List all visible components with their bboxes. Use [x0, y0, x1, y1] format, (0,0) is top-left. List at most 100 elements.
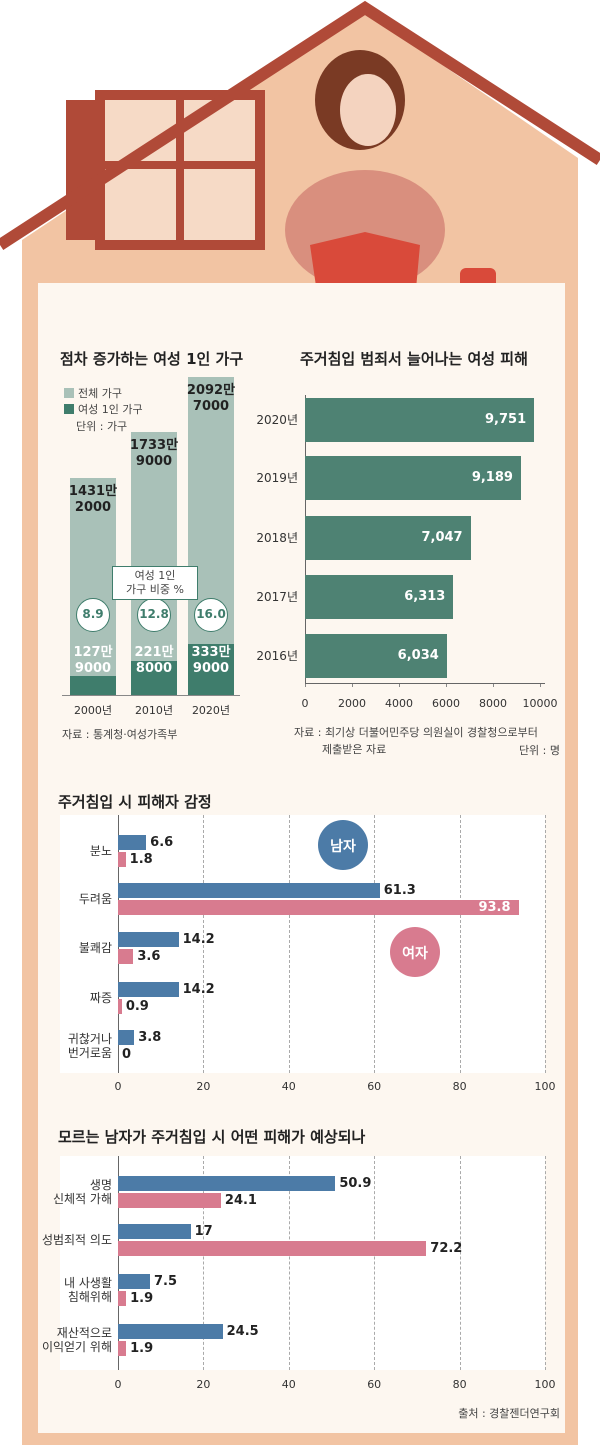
x-tick-label: 4000 [385, 697, 413, 710]
share-label: 8.9 [82, 607, 104, 621]
value-label: 6,313 [404, 589, 446, 604]
roof [0, 0, 600, 251]
y-tick-label: 짜증 [89, 991, 112, 1005]
share-bubble [194, 598, 228, 632]
y-tick-label: 2016년 [256, 649, 298, 663]
tick-mark [540, 683, 541, 687]
value-label: 0.9 [125, 999, 149, 1014]
value-label: 50.9 [339, 1176, 372, 1191]
bar [305, 575, 454, 619]
y-tick-label: 귀찮거나 번거로움 [67, 1032, 112, 1060]
unit-note: 단위 : 가구 [76, 420, 128, 433]
x-tick-label: 60 [367, 1080, 382, 1093]
x-tick-label: 40 [281, 1378, 296, 1391]
share-label: 12.8 [139, 607, 169, 621]
total-label: 1431만 2000 [68, 483, 118, 515]
value-label: 3.6 [137, 949, 161, 964]
bar [118, 1341, 127, 1356]
x-tick-label: 20 [196, 1378, 211, 1391]
legend-bubble [318, 820, 368, 870]
bar [118, 1274, 151, 1289]
bar [305, 634, 447, 678]
grid-line [545, 815, 546, 1073]
y-tick-label: 2017년 [256, 590, 298, 604]
y-tick-label: 내 사생활 침해위해 [64, 1276, 112, 1304]
legend-swatch [64, 404, 74, 414]
bar [118, 949, 134, 964]
x-tick-label: 20 [196, 1080, 211, 1093]
bar [118, 999, 122, 1014]
tick-mark [446, 683, 447, 687]
tick-mark [352, 683, 353, 687]
face [340, 74, 396, 146]
x-tick-label: 0 [114, 1080, 122, 1093]
source: 출처 : 경찰젠더연구회 [458, 1407, 560, 1420]
value-label: 9,751 [485, 412, 527, 427]
value-label: 93.8 [478, 900, 511, 915]
chart-title: 점차 증가하는 여성 1인 가구 [60, 350, 244, 368]
unit-note: 단위 : 명 [518, 744, 560, 757]
grid-line [374, 1156, 376, 1370]
bar [305, 516, 471, 560]
bar [118, 932, 179, 947]
x-tick-label: 2010년 [134, 704, 174, 717]
total-bar [188, 377, 234, 695]
bar [118, 1176, 336, 1191]
x-tick-label: 60 [367, 1378, 382, 1391]
value-label: 6.6 [150, 835, 174, 850]
legend-swatch [64, 388, 74, 398]
legend-label: 여성 1인 가구 [78, 403, 143, 416]
x-tick-label: 10000 [522, 697, 558, 710]
value-label: 17 [194, 1224, 213, 1239]
female-label: 221만 8000 [134, 645, 174, 676]
grid-line [374, 815, 376, 1073]
grid-line [203, 815, 205, 1073]
x-tick-label: 2000년 [73, 704, 113, 717]
source: 자료 : 통계청·여성가족부 [62, 728, 178, 741]
value-label: 24.5 [226, 1324, 259, 1339]
total-bar [131, 431, 177, 695]
y-tick-label: 재산적으로 이익얻기 위해 [41, 1326, 112, 1354]
y-tick-label: 불쾌감 [78, 941, 112, 955]
x-tick-label: 80 [452, 1080, 467, 1093]
chart-title: 모르는 남자가 주거침입 시 어떤 피해가 예상되나 [58, 1128, 366, 1146]
tick-mark [399, 683, 400, 687]
female-bar [131, 661, 177, 695]
chart-title: 주거침입 범죄서 늘어나는 여성 피해 [300, 350, 528, 368]
value-label: 1.9 [130, 1341, 154, 1356]
female-label: 127만 9000 [73, 645, 113, 676]
x-tick-label: 8000 [479, 697, 507, 710]
bar [118, 1241, 427, 1256]
grid-line [459, 815, 461, 1073]
total-label: 1733만 9000 [129, 437, 179, 469]
y-tick-label: 생명 신체적 가해 [52, 1178, 112, 1206]
share-label: 16.0 [196, 607, 226, 621]
chimney [66, 100, 98, 240]
x-tick-label: 0 [301, 697, 309, 710]
chart-title: 주거침입 시 피해자 감정 [58, 793, 212, 811]
x-tick-label: 6000 [432, 697, 460, 710]
legend-bubble [390, 927, 440, 977]
value-label: 3.8 [138, 1030, 162, 1045]
female-bar [70, 675, 116, 695]
female-label: 333만 9000 [191, 645, 231, 676]
total-label: 2092만 7000 [186, 383, 236, 414]
x-tick-label: 2000 [338, 697, 366, 710]
value-label: 9,189 [471, 470, 513, 485]
y-tick-label: 2019년 [256, 471, 298, 485]
x-tick-label: 100 [534, 1378, 556, 1391]
grid-line [288, 1156, 290, 1370]
x-tick-label: 80 [452, 1378, 467, 1391]
bar [118, 1291, 127, 1306]
share-bubble [76, 598, 110, 632]
value-label: 14.2 [182, 982, 215, 997]
value-label: 72.2 [430, 1241, 463, 1256]
female-bar [188, 644, 234, 695]
x-tick-label: 40 [281, 1080, 296, 1093]
legend-label: 남자 [330, 839, 356, 855]
bar [118, 852, 126, 867]
x-tick-label: 0 [114, 1378, 122, 1391]
bar [118, 1193, 221, 1208]
bar [118, 835, 147, 850]
